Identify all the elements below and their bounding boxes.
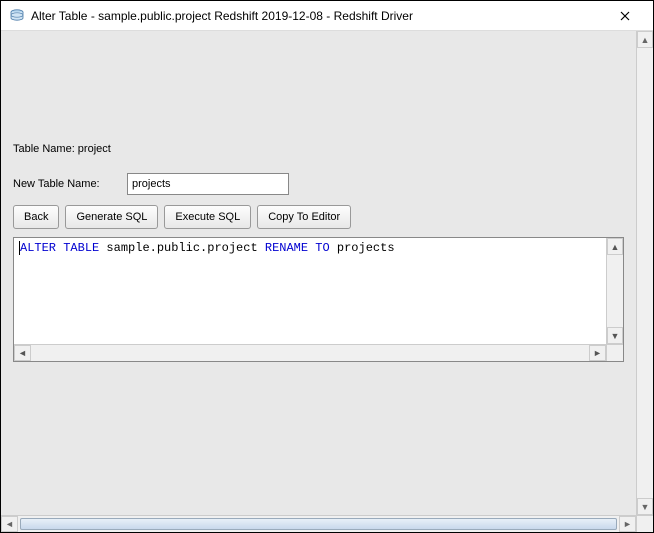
sql-tail: projects	[330, 241, 395, 255]
sql-ident: sample.public.project	[99, 241, 265, 255]
new-name-label: New Table Name:	[13, 178, 113, 190]
scroll-up-icon[interactable]: ▲	[607, 238, 623, 255]
new-name-row: New Table Name:	[13, 173, 624, 195]
scroll-right-icon[interactable]: ►	[619, 516, 636, 532]
scroll-right-icon[interactable]: ►	[589, 345, 606, 361]
generate-sql-button[interactable]: Generate SQL	[65, 205, 158, 229]
app-icon	[9, 8, 25, 24]
sql-vertical-scrollbar[interactable]: ▲ ▼	[606, 238, 623, 344]
sql-keyword: ALTER	[20, 241, 56, 255]
window-title: Alter Table - sample.public.project Reds…	[31, 9, 605, 23]
sql-keyword: TABLE	[63, 241, 99, 255]
outer-horizontal-scrollbar[interactable]: ◄ ►	[1, 515, 636, 532]
button-row: Back Generate SQL Execute SQL Copy To Ed…	[13, 205, 624, 229]
copy-to-editor-button[interactable]: Copy To Editor	[257, 205, 351, 229]
close-button[interactable]	[605, 2, 645, 30]
titlebar: Alter Table - sample.public.project Reds…	[1, 1, 653, 31]
sql-keyword: RENAME	[265, 241, 308, 255]
content-panel: Table Name: project New Table Name: Back…	[1, 31, 636, 515]
table-name-label: Table Name: project	[13, 143, 624, 155]
scroll-down-icon[interactable]: ▼	[607, 327, 623, 344]
scroll-down-icon[interactable]: ▼	[637, 498, 653, 515]
scroll-up-icon[interactable]: ▲	[637, 31, 653, 48]
scroll-corner	[636, 515, 653, 532]
scroll-left-icon[interactable]: ◄	[1, 516, 18, 532]
scroll-thumb[interactable]	[20, 518, 617, 530]
sql-editor[interactable]: ALTER TABLE sample.public.project RENAME…	[13, 237, 624, 362]
new-table-name-input[interactable]	[127, 173, 289, 195]
main-scroll-viewport: Table Name: project New Table Name: Back…	[1, 31, 653, 532]
scroll-corner	[606, 344, 623, 361]
execute-sql-button[interactable]: Execute SQL	[164, 205, 251, 229]
sql-horizontal-scrollbar[interactable]: ◄ ►	[14, 344, 606, 361]
outer-vertical-scrollbar[interactable]: ▲ ▼	[636, 31, 653, 515]
scroll-left-icon[interactable]: ◄	[14, 345, 31, 361]
sql-text[interactable]: ALTER TABLE sample.public.project RENAME…	[14, 238, 606, 344]
back-button[interactable]: Back	[13, 205, 59, 229]
sql-keyword: TO	[315, 241, 329, 255]
